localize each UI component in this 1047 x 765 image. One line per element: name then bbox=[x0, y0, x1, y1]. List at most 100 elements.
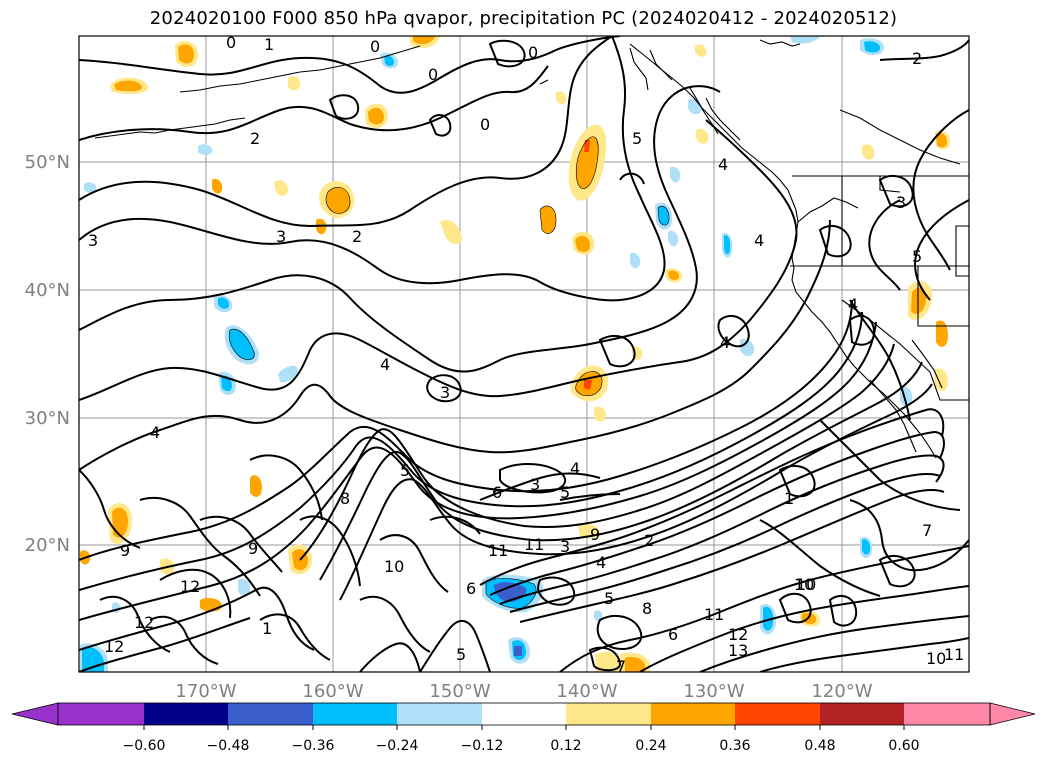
colorbar-bin bbox=[651, 703, 735, 725]
contour-label: 10 bbox=[796, 575, 816, 594]
contour-label: 1 bbox=[264, 35, 274, 54]
colorbar-bin bbox=[228, 703, 313, 725]
contour-label: 2 bbox=[912, 49, 922, 68]
contour-label: 8 bbox=[642, 599, 652, 618]
contour-label: 3 bbox=[896, 193, 906, 212]
contour-label: 5 bbox=[604, 589, 614, 608]
colorbar-label: −0.36 bbox=[292, 738, 335, 754]
map-frame bbox=[78, 35, 970, 673]
lon-tick-label: 140°W bbox=[556, 681, 617, 702]
contour-label: 11 bbox=[524, 535, 544, 554]
colorbar-bin bbox=[566, 703, 651, 725]
colorbar-bin bbox=[904, 703, 990, 725]
contour-label: 3 bbox=[276, 227, 286, 246]
lat-tick-label: 40°N bbox=[25, 280, 70, 301]
contour-label: 9 bbox=[590, 525, 600, 544]
colorbar-bin bbox=[58, 703, 144, 725]
contour-label: 2 bbox=[250, 129, 260, 148]
contour-label: 0 bbox=[528, 43, 538, 62]
contour-label: 8 bbox=[340, 489, 350, 508]
colorbar-label: −0.12 bbox=[461, 738, 504, 754]
contour-label: 0 bbox=[428, 65, 438, 84]
colorbar-max-extension bbox=[989, 702, 1036, 726]
lon-tick-label: 170°W bbox=[175, 681, 236, 702]
contour-label: 12 bbox=[180, 577, 200, 596]
contour-label: 3 bbox=[560, 537, 570, 556]
contour-label: 4 bbox=[380, 355, 390, 374]
contour-label: 4 bbox=[570, 459, 580, 478]
colorbar-frame bbox=[57, 702, 991, 726]
contour-label: 4 bbox=[754, 231, 764, 250]
contour-label: 12 bbox=[134, 613, 154, 632]
contour-label: 7 bbox=[616, 657, 626, 676]
lon-tick-label: 120°W bbox=[811, 681, 872, 702]
contour-label: 5 bbox=[400, 461, 410, 480]
contour-label: 6 bbox=[668, 625, 678, 644]
colorbar-bin bbox=[735, 703, 820, 725]
colorbar-label: 0.60 bbox=[888, 738, 919, 754]
map-title: 2024020100 F000 850 hPa qvapor, precipit… bbox=[149, 8, 898, 29]
contour-label: 2 bbox=[644, 531, 654, 550]
contour-label: 1 bbox=[784, 489, 794, 508]
contour-label: 10 bbox=[794, 575, 814, 594]
contour-label: 3 bbox=[440, 383, 450, 402]
colorbar: −0.60 −0.48 −0.36 −0.24 −0.12 0.12 0.24 … bbox=[11, 702, 1036, 754]
contour-label: 9 bbox=[120, 541, 130, 560]
contour-label: 4 bbox=[150, 423, 160, 442]
lon-tick-label: 150°W bbox=[429, 681, 490, 702]
contour-label: 5 bbox=[456, 645, 466, 664]
contour-label: 9 bbox=[248, 539, 258, 558]
colorbar-label: −0.24 bbox=[376, 738, 419, 754]
colorbar-label: 0.24 bbox=[635, 738, 666, 754]
contour-label: 11 bbox=[944, 645, 964, 664]
contour-label: 2 bbox=[352, 227, 362, 246]
precip-outlines bbox=[228, 136, 670, 609]
lat-tick-label: 50°N bbox=[25, 152, 70, 173]
contour-label: 6 bbox=[466, 579, 476, 598]
contour-label: 10 bbox=[926, 649, 946, 668]
contour-labels: 0 1 0 0 0 0 2 2 3 2 3 4 3 4 5 3 5 4 6 8 bbox=[88, 33, 964, 676]
colorbar-label: −0.60 bbox=[123, 738, 166, 754]
contour-label: 13 bbox=[728, 641, 748, 660]
lon-tick-label: 130°W bbox=[683, 681, 744, 702]
colorbar-label: −0.48 bbox=[207, 738, 250, 754]
colorbar-min-extension bbox=[11, 702, 59, 726]
colorbar-label: 0.12 bbox=[550, 738, 581, 754]
contour-label: 0 bbox=[370, 37, 380, 56]
contour-label: 3 bbox=[530, 475, 540, 494]
contour-label: 7 bbox=[922, 521, 932, 540]
qvapor-contours bbox=[79, 36, 969, 672]
contour-label: 3 bbox=[88, 231, 98, 250]
contour-label: 4 bbox=[848, 295, 858, 314]
colorbar-ticks bbox=[143, 725, 905, 730]
contour-label: 10 bbox=[384, 557, 404, 576]
contour-label: 0 bbox=[480, 115, 490, 134]
contour-label: 11 bbox=[488, 541, 508, 560]
contour-label: 12 bbox=[728, 625, 748, 644]
colorbar-bin bbox=[313, 703, 397, 725]
contour-label: 4 bbox=[596, 553, 606, 572]
contour-label: 4 bbox=[720, 333, 730, 352]
colorbar-bin bbox=[482, 703, 566, 725]
contour-label: 12 bbox=[104, 637, 124, 656]
graticule bbox=[79, 36, 969, 672]
contour-label: 5 bbox=[912, 247, 922, 266]
lat-tick-label: 20°N bbox=[25, 535, 70, 556]
contour-label: 4 bbox=[718, 155, 728, 174]
colorbar-bin bbox=[144, 703, 228, 725]
contour-label: 11 bbox=[704, 605, 724, 624]
longitude-labels: 170°W 160°W 150°W 140°W 130°W 120°W bbox=[175, 681, 872, 702]
contour-label: 5 bbox=[632, 129, 642, 148]
latitude-labels: 50°N 40°N 30°N 20°N bbox=[25, 152, 70, 556]
colorbar-bin bbox=[397, 703, 482, 725]
lon-tick-label: 160°W bbox=[302, 681, 363, 702]
colorbar-label: 0.36 bbox=[719, 738, 750, 754]
map-panel: 0 1 0 0 0 0 2 2 3 2 3 4 3 4 5 3 5 4 6 8 bbox=[78, 33, 970, 676]
contour-label: 5 bbox=[560, 483, 570, 502]
contour-label: 6 bbox=[492, 483, 502, 502]
contour-label: 0 bbox=[226, 33, 236, 52]
lat-tick-label: 30°N bbox=[25, 408, 70, 429]
colorbar-label: 0.48 bbox=[804, 738, 835, 754]
contour-label: 1 bbox=[262, 619, 272, 638]
